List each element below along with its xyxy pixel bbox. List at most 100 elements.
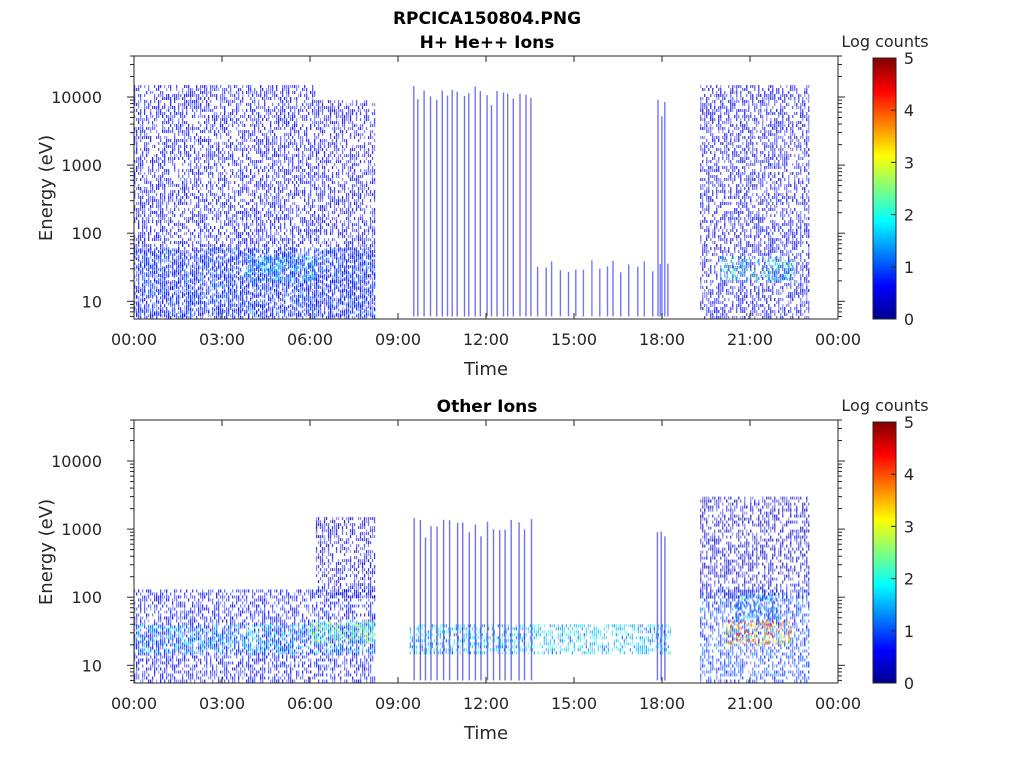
spectrogram-cell	[232, 163, 234, 166]
spectrogram-cell	[210, 235, 212, 238]
spectrogram-cell	[314, 211, 316, 214]
spectrogram-cell	[284, 247, 286, 250]
spectrogram-cell	[347, 187, 350, 191]
spectrogram-cell	[214, 196, 216, 199]
spectrogram-cell	[288, 145, 290, 148]
spectrogram-cell	[319, 304, 322, 308]
spectrogram-cell	[373, 226, 376, 230]
spectrogram-cell	[200, 136, 202, 139]
spectrogram-cell	[234, 205, 236, 208]
spectrogram-cell	[200, 316, 202, 319]
spectrogram-cell	[194, 193, 196, 196]
spectrogram-cell	[264, 229, 266, 232]
spectrogram-cell	[357, 241, 360, 245]
spectrogram-cell	[264, 295, 266, 298]
spectrogram-cell	[288, 124, 290, 127]
spectrogram-cell	[268, 208, 270, 211]
spectrogram-cell	[282, 100, 284, 103]
spectrogram-cell	[308, 304, 310, 307]
spectrogram-cell	[250, 115, 252, 118]
spectrogram-cell	[268, 109, 270, 112]
spectrogram-cell	[256, 205, 258, 208]
spectrogram-cell	[329, 220, 332, 224]
spectrogram-cell	[347, 244, 350, 248]
spectrogram-cell	[351, 145, 354, 149]
spectrogram-cell	[144, 286, 146, 289]
spectrogram-cell	[170, 88, 172, 91]
spectrogram-cell	[353, 160, 356, 164]
spectrogram-cell	[208, 166, 210, 169]
spectrogram-cell	[140, 265, 142, 268]
spectrogram-cell	[363, 193, 366, 197]
spectrogram-cell	[168, 259, 170, 262]
spectrogram-cell	[152, 271, 154, 274]
spectrogram-cell	[345, 181, 348, 185]
spectrogram-cell	[182, 214, 184, 217]
spectrogram-cell	[196, 241, 198, 244]
spectrogram-cell	[286, 184, 288, 187]
spectrogram-cell	[288, 199, 290, 202]
spectrogram-cell	[317, 166, 320, 170]
spectrogram-cell	[252, 139, 254, 142]
spectrogram-cell	[166, 172, 168, 175]
spectrogram-cell	[335, 112, 338, 116]
spectrogram-cell	[222, 124, 224, 127]
spectrogram-cell	[148, 274, 150, 277]
spectrogram-cell	[282, 106, 284, 109]
spectrogram-cell	[349, 118, 352, 122]
spectrogram-cell	[321, 295, 324, 299]
spectrogram-cell	[268, 298, 270, 301]
spectrogram-cell	[260, 115, 262, 118]
spectrogram-cell	[182, 202, 184, 205]
spectrogram-cell	[174, 280, 176, 283]
spectrogram-cell	[190, 94, 192, 97]
spectrogram-cell	[321, 217, 324, 221]
spectrogram-cell	[298, 214, 300, 217]
spectrogram-cell	[178, 295, 180, 298]
spectrogram-cell	[290, 238, 292, 241]
spectrogram-cell	[369, 154, 372, 158]
spectrogram-cell	[310, 238, 312, 241]
spectrogram-cell	[186, 202, 188, 205]
spectrogram-cell	[341, 196, 344, 200]
spectrogram-cell	[186, 313, 188, 316]
spectrogram-cell	[343, 223, 346, 227]
spectrogram-cell	[268, 88, 270, 91]
spectrogram-cell	[339, 160, 342, 164]
spectrogram-cell	[266, 166, 268, 169]
spectrogram-cell	[188, 217, 190, 220]
spectrogram-cell	[310, 223, 312, 226]
spectrogram-cell	[268, 289, 270, 292]
spectrogram-cell	[204, 139, 206, 142]
spectrogram-cell	[164, 256, 166, 259]
spectrogram-cell	[262, 199, 264, 202]
spectrogram-cell	[278, 184, 280, 187]
spectrogram-cell	[152, 295, 154, 298]
spectrogram-cell	[310, 124, 312, 127]
spectrogram-cell	[190, 217, 192, 220]
spectrogram-cell	[222, 100, 224, 103]
spectrogram-cell	[298, 109, 300, 112]
spectrogram-cell	[308, 238, 310, 241]
spectrogram-cell	[246, 157, 248, 160]
spectrogram-cell	[254, 274, 256, 277]
spectrogram-cell	[317, 124, 320, 128]
spectrogram-cell	[292, 157, 294, 160]
spectrogram-cell	[154, 145, 156, 148]
spectrogram-cell	[226, 259, 228, 262]
spectrogram-cell	[282, 154, 284, 157]
spectrogram-cell	[214, 112, 216, 115]
spectrogram-cell	[172, 193, 174, 196]
spectrogram-cell	[164, 160, 166, 163]
spectrogram-cell	[146, 310, 148, 313]
spectrogram-cell	[337, 109, 340, 113]
spectrogram-cell	[337, 181, 340, 185]
spectrogram-cell	[174, 142, 176, 145]
spectrogram-cell	[148, 307, 150, 310]
spectrogram-cell	[180, 235, 182, 238]
spectrogram-cell	[278, 124, 280, 127]
spectrogram-cell	[337, 214, 340, 218]
spectrogram-cell	[240, 205, 242, 208]
spectrogram-cell	[333, 247, 336, 251]
spectrogram-cell	[250, 124, 252, 127]
